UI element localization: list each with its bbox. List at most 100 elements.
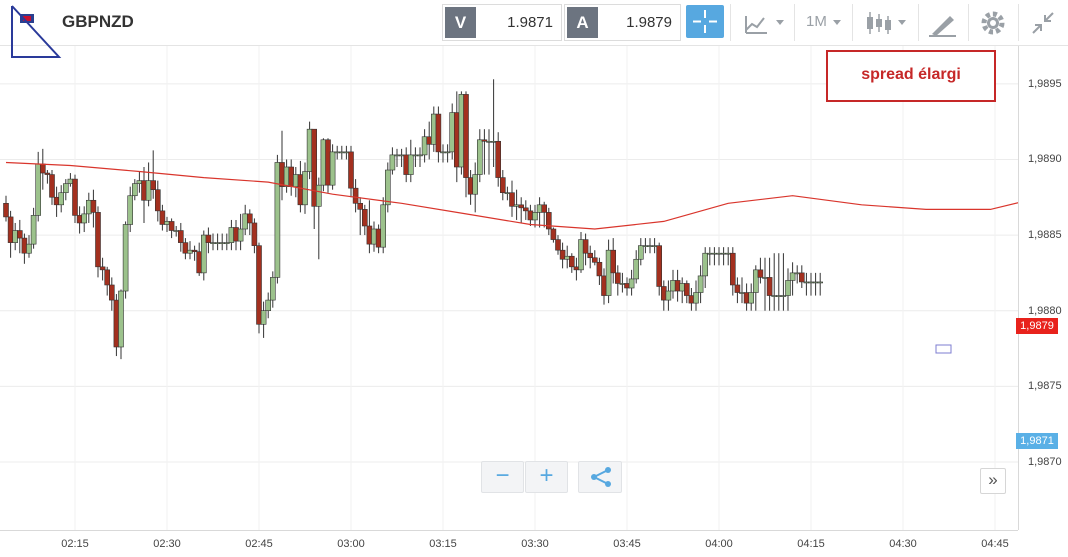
candle xyxy=(366,200,373,254)
candle xyxy=(86,192,92,223)
candle-body-bearish xyxy=(3,203,9,218)
candle xyxy=(472,162,479,213)
candle-body-bearish xyxy=(614,272,621,284)
annotation-box: spread élargi xyxy=(826,50,996,102)
buy-price: 1.9879 xyxy=(626,14,672,31)
candle-body-bullish xyxy=(693,292,699,304)
candle xyxy=(279,130,285,201)
candle-body-bearish xyxy=(233,227,239,242)
candle-body-bearish xyxy=(159,210,166,225)
settings-button[interactable] xyxy=(974,4,1014,42)
candle xyxy=(16,219,23,254)
candle xyxy=(311,128,318,230)
candle xyxy=(596,257,603,285)
candle xyxy=(697,265,704,304)
candle-body-bearish xyxy=(527,210,534,221)
collapse-button[interactable] xyxy=(1024,4,1064,42)
candle xyxy=(817,272,824,296)
share-button[interactable] xyxy=(578,461,622,493)
price-chart[interactable] xyxy=(0,46,1018,530)
candle xyxy=(384,162,391,213)
candle xyxy=(325,138,331,193)
candle xyxy=(762,257,768,311)
candle xyxy=(481,129,488,175)
candle xyxy=(30,207,37,249)
candle-body-bullish xyxy=(394,154,400,157)
candle-body-bullish xyxy=(274,162,281,278)
indicators-button[interactable] xyxy=(740,4,790,42)
candle xyxy=(513,189,520,220)
candlestick-type-icon xyxy=(867,12,906,34)
candle xyxy=(95,206,101,278)
zoom-out-button[interactable]: − xyxy=(481,461,524,493)
candle-body-bearish xyxy=(168,221,175,231)
candle xyxy=(463,91,469,198)
candle-body-bearish xyxy=(674,280,681,292)
candle xyxy=(458,91,465,175)
scroll-right-button[interactable]: » xyxy=(980,468,1006,494)
x-tick-label: 02:15 xyxy=(61,538,89,550)
x-tick-label: 03:45 xyxy=(613,538,641,550)
candle xyxy=(775,253,782,311)
candle-body-bearish xyxy=(16,230,23,239)
candle xyxy=(573,257,580,281)
candle xyxy=(398,148,405,167)
crosshair-button[interactable] xyxy=(686,5,724,38)
candle-body-bearish xyxy=(251,222,258,246)
candle-body-bullish xyxy=(421,136,428,156)
candle xyxy=(729,247,736,296)
candle xyxy=(430,106,437,152)
candle-body-bullish xyxy=(440,151,446,154)
candle xyxy=(219,233,225,251)
candle xyxy=(315,177,322,260)
candle-body-bullish xyxy=(720,252,727,255)
candle-body-bearish xyxy=(191,249,198,252)
candle-body-bullish xyxy=(637,245,644,260)
candle-body-bullish xyxy=(334,151,341,154)
zoom-in-button[interactable]: + xyxy=(525,461,568,493)
candle xyxy=(145,162,152,207)
candle-body-bullish xyxy=(670,280,676,292)
candle xyxy=(610,238,617,284)
candle-body-bullish xyxy=(26,243,32,254)
share-icon xyxy=(591,467,611,487)
timeframe-selector[interactable] xyxy=(798,4,848,42)
settings-gear-icon xyxy=(981,11,1005,35)
crosshair-icon xyxy=(693,10,717,33)
candle-body-bearish xyxy=(90,199,97,213)
buy-price-button[interactable]: A 1.9879 xyxy=(564,4,681,41)
candle xyxy=(178,222,184,252)
candle-body-bearish xyxy=(141,180,147,201)
candle-body-bullish xyxy=(306,128,313,172)
candle-body-bullish xyxy=(605,249,612,296)
candle-body-bullish xyxy=(86,199,92,215)
candle xyxy=(674,269,681,302)
candle-body-bullish xyxy=(136,180,143,184)
candle xyxy=(743,283,750,311)
candle xyxy=(453,91,460,183)
candle-body-bearish xyxy=(683,283,690,296)
drawing-tools-button[interactable] xyxy=(924,4,964,42)
candle xyxy=(62,179,69,201)
candle-body-bearish xyxy=(481,139,488,142)
candle-body-bearish xyxy=(205,234,212,243)
candle xyxy=(780,253,787,311)
candle xyxy=(785,268,791,311)
candle xyxy=(628,269,635,296)
sell-price-button[interactable]: V 1.9871 xyxy=(442,4,562,41)
toolbar-separator xyxy=(1018,4,1019,41)
candle-body-bearish xyxy=(463,94,469,178)
candle xyxy=(803,272,810,296)
candle-body-bullish xyxy=(384,169,391,206)
candle-body-bullish xyxy=(35,163,42,216)
candle xyxy=(509,180,515,217)
chart-type-button[interactable] xyxy=(858,4,914,42)
candle xyxy=(99,257,106,281)
candle-body-bullish xyxy=(490,140,497,143)
candle-body-bearish xyxy=(113,299,120,348)
candle-body-bearish xyxy=(109,284,115,301)
timeframe-label: 1M xyxy=(806,13,827,30)
candle xyxy=(90,189,97,228)
candle-body-bearish xyxy=(196,251,202,274)
candle-body-bearish xyxy=(104,269,110,286)
